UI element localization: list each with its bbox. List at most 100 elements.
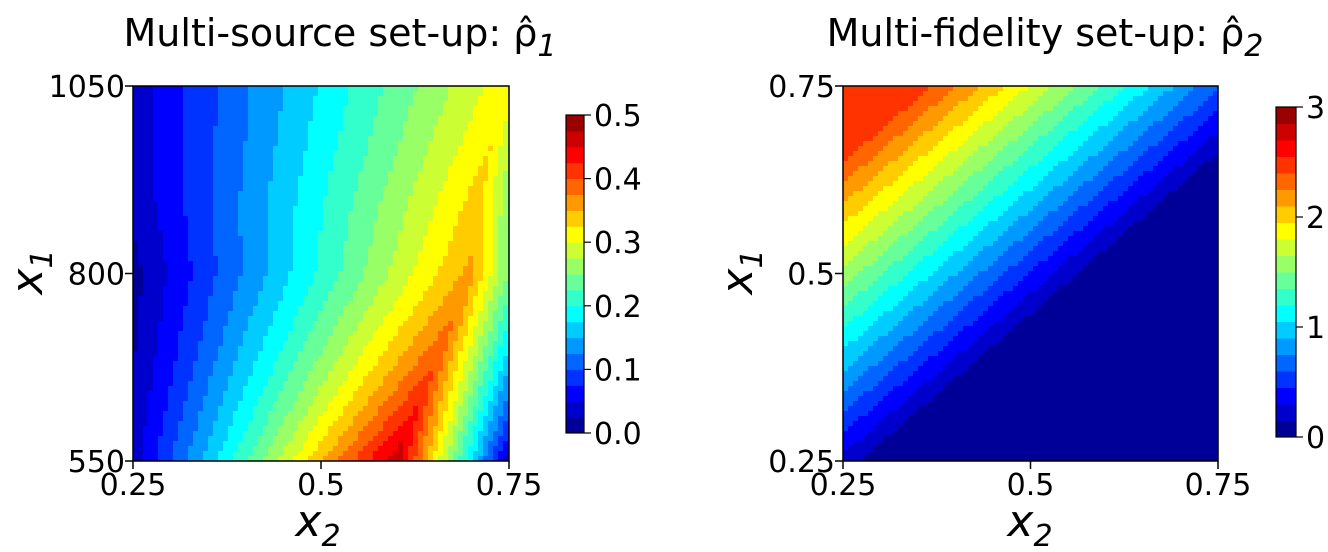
contour-cell [263, 416, 269, 422]
contour-cell [213, 141, 219, 147]
contour-cell [258, 151, 264, 157]
contour-cell [463, 206, 469, 212]
contour-cell [413, 296, 419, 302]
contour-cell [238, 226, 244, 232]
contour-cell [278, 91, 284, 97]
contour-cell [203, 151, 209, 157]
contour-cell [443, 376, 449, 382]
contour-cell [328, 246, 334, 252]
contour-cell [228, 326, 234, 332]
contour-cell [453, 146, 459, 152]
contour-cell [303, 186, 309, 192]
contour-cell [373, 266, 379, 272]
contour-cell [333, 286, 339, 292]
contour-cell [313, 401, 319, 407]
contour-cell [138, 151, 144, 157]
contour-cell [423, 371, 429, 377]
contour-cell [413, 366, 419, 372]
contour-cell [348, 96, 354, 102]
contour-cell [203, 281, 209, 287]
contour-cell [308, 186, 314, 192]
contour-cell [333, 396, 339, 402]
contour-cell [153, 436, 159, 442]
contour-cell [283, 431, 289, 437]
contour-cell [238, 446, 244, 452]
contour-cell [228, 101, 234, 107]
contour-cell [363, 311, 369, 317]
contour-cell [138, 166, 144, 172]
contour-cell [258, 336, 264, 342]
contour-cell [458, 176, 464, 182]
contour-cell [138, 126, 144, 132]
contour-cell [358, 386, 364, 392]
contour-cell [368, 381, 374, 387]
contour-cell [383, 366, 389, 372]
contour-cell [373, 281, 379, 287]
contour-cell [313, 246, 319, 252]
contour-cell [148, 426, 154, 432]
contour-cell [373, 371, 379, 377]
contour-cell [138, 376, 144, 382]
contour-cell [193, 286, 199, 292]
contour-cell [198, 386, 204, 392]
contour-cell [283, 346, 289, 352]
contour-cell [218, 251, 224, 257]
contour-cell [318, 151, 324, 157]
contour-cell [353, 166, 359, 172]
contour-cell [358, 131, 364, 137]
contour-cell [218, 336, 224, 342]
contour-cell [273, 426, 279, 432]
contour-cell [193, 311, 199, 317]
contour-cell [343, 256, 349, 262]
contour-cell [173, 146, 179, 152]
contour-cell [143, 86, 149, 92]
contour-cell [393, 131, 399, 137]
contour-cell [363, 146, 369, 152]
contour-cell [283, 241, 289, 247]
contour-cell [193, 356, 199, 362]
contour-cell [208, 451, 214, 457]
contour-cell [178, 166, 184, 172]
contour-cell [348, 136, 354, 142]
contour-cell [358, 236, 364, 242]
contour-cell [243, 406, 249, 412]
contour-cell [408, 221, 414, 227]
contour-cell [228, 211, 234, 217]
contour-cell [388, 171, 394, 177]
contour-cell [463, 301, 469, 307]
contour-cell [243, 131, 249, 137]
contour-cell [293, 421, 299, 427]
contour-cell [293, 441, 299, 447]
contour-cell [303, 381, 309, 387]
contour-cell [268, 331, 274, 337]
contour-cell [463, 281, 469, 287]
contour-cell [258, 116, 264, 122]
contour-cell [308, 446, 314, 452]
contour-cell [303, 406, 309, 412]
contour-cell [458, 271, 464, 277]
contour-cell [143, 186, 149, 192]
contour-cell [438, 156, 444, 162]
contour-cell [418, 396, 424, 402]
contour-cell [188, 306, 194, 312]
contour-cell [278, 351, 284, 357]
contour-cell [193, 451, 199, 457]
contour-cell [353, 261, 359, 267]
contour-cell [163, 351, 169, 357]
contour-cell [318, 316, 324, 322]
contour-cell [418, 286, 424, 292]
contour-cell [333, 106, 339, 112]
contour-cell [158, 431, 164, 437]
contour-cell [143, 216, 149, 222]
contour-cell [293, 96, 299, 102]
contour-cell [153, 156, 159, 162]
contour-cell [153, 186, 159, 192]
contour-cell [323, 286, 329, 292]
contour-cell [188, 226, 194, 232]
contour-cell [278, 371, 284, 377]
contour-cell [368, 386, 374, 392]
contour-cell [323, 146, 329, 152]
contour-cell [283, 236, 289, 242]
contour-cell [253, 156, 259, 162]
contour-cell [138, 381, 144, 387]
